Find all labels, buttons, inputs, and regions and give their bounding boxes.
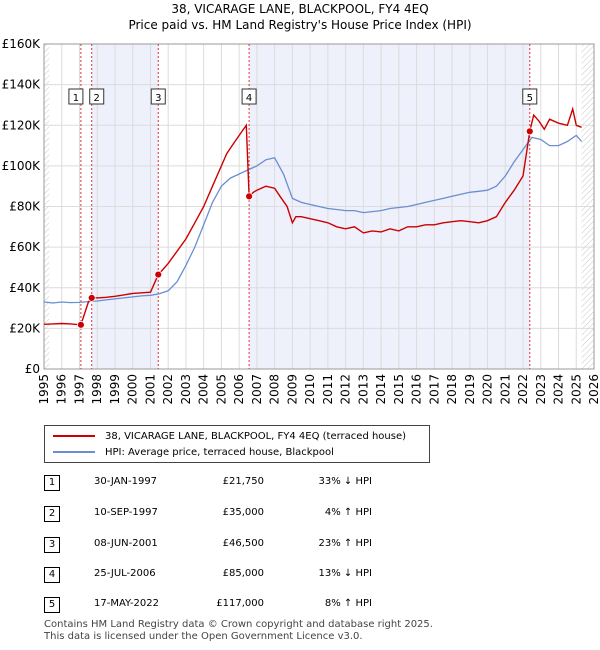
x-tick-label: 1995 xyxy=(37,374,51,405)
sale-label-box xyxy=(68,88,84,105)
x-tick-label: 2020 xyxy=(481,374,495,405)
sale-point xyxy=(77,320,85,329)
sale-point xyxy=(87,294,96,302)
x-tick-label: 2001 xyxy=(143,374,157,405)
x-tick-label: 2005 xyxy=(214,374,228,405)
y-tick-label: £140K xyxy=(2,78,42,92)
y-tick-label: £100K xyxy=(2,159,42,173)
x-tick-label: 2009 xyxy=(285,374,299,405)
y-tick-label: £160K xyxy=(2,37,42,51)
x-tick-label: 2023 xyxy=(534,374,548,405)
x-tick-label: 2008 xyxy=(268,374,282,405)
sale-hpi-delta: 23% ↑ HPI xyxy=(318,538,372,549)
footer-line-2: This data is licensed under the Open Gov… xyxy=(44,631,363,642)
legend-item-property: 38, VICARAGE LANE, BLACKPOOL, FY4 4EQ (t… xyxy=(53,429,406,443)
footer-line-1: Contains HM Land Registry data © Crown c… xyxy=(44,619,433,630)
x-tick-label: 2010 xyxy=(303,374,317,405)
x-tick-label: 1999 xyxy=(108,374,122,405)
sale-price: £117,000 xyxy=(216,598,264,609)
table-row: 5 17-MAY-2022 £117,000 8% ↑ HPI xyxy=(44,596,444,614)
x-tick-label: 2003 xyxy=(179,374,193,405)
y-tick-label: £20K xyxy=(9,321,41,335)
sale-label: 4 xyxy=(246,93,252,104)
table-row: 2 10-SEP-1997 £35,000 4% ↑ HPI xyxy=(44,505,444,523)
x-tick-label: 2025 xyxy=(569,374,583,405)
sale-label: 5 xyxy=(527,93,533,104)
y-tick-label: £60K xyxy=(9,240,41,254)
x-tick-label: 2004 xyxy=(197,374,211,405)
sale-point xyxy=(525,127,534,136)
x-tick-label: 2024 xyxy=(552,374,566,405)
x-tick-label: 2006 xyxy=(232,374,246,405)
sale-label: 2 xyxy=(94,93,100,104)
sale-price: £46,500 xyxy=(222,538,264,549)
table-row: 4 25-JUL-2006 £85,000 13% ↓ HPI xyxy=(44,566,444,584)
x-tick-label: 2012 xyxy=(339,374,353,405)
sale-label-box xyxy=(89,88,105,105)
sale-price: £35,000 xyxy=(222,507,264,518)
sale-point xyxy=(154,270,163,279)
x-tick-label: 2002 xyxy=(161,374,175,405)
y-tick-label: £0 xyxy=(25,362,40,376)
x-tick-label: 2018 xyxy=(445,374,459,405)
sale-label: 1 xyxy=(73,93,79,104)
table-row: 3 08-JUN-2001 £46,500 23% ↑ HPI xyxy=(44,536,444,554)
sale-number-badge: 5 xyxy=(44,597,60,613)
x-tick-label: 2026 xyxy=(587,374,600,405)
x-tick-label: 2017 xyxy=(427,374,441,405)
x-tick-label: 2014 xyxy=(374,374,388,405)
sale-label-box xyxy=(522,88,538,105)
x-tick-label: 2022 xyxy=(516,374,530,405)
chart-title: 38, VICARAGE LANE, BLACKPOOL, FY4 4EQ xyxy=(171,2,429,16)
table-row: 1 30-JAN-1997 £21,750 33% ↓ HPI xyxy=(44,474,444,492)
sale-number-badge: 1 xyxy=(44,475,60,491)
x-tick-label: 2015 xyxy=(392,374,406,405)
y-tick-label: £120K xyxy=(2,118,42,132)
legend-label-hpi: HPI: Average price, terraced house, Blac… xyxy=(105,446,334,458)
chart-subtitle: Price paid vs. HM Land Registry's House … xyxy=(128,18,472,32)
legend-item-hpi: HPI: Average price, terraced house, Blac… xyxy=(53,445,334,459)
sale-number-badge: 2 xyxy=(44,506,60,522)
sale-label-box xyxy=(150,88,166,105)
sale-number-badge: 4 xyxy=(44,567,60,583)
hpi-series-line xyxy=(43,134,583,304)
sale-date: 08-JUN-2001 xyxy=(94,538,158,549)
x-tick-label: 2000 xyxy=(126,374,140,405)
sale-date: 17-MAY-2022 xyxy=(94,598,160,609)
y-tick-label: £40K xyxy=(9,281,41,295)
sale-number-badge: 3 xyxy=(44,537,60,553)
sale-label-box xyxy=(241,88,257,105)
x-tick-label: 2007 xyxy=(250,374,264,405)
sale-hpi-delta: 8% ↑ HPI xyxy=(324,598,372,609)
plot-frame xyxy=(43,43,595,370)
y-tick-label: £80K xyxy=(9,200,41,214)
x-tick-label: 2021 xyxy=(498,374,512,405)
x-tick-label: 1997 xyxy=(72,374,86,405)
x-tick-label: 1996 xyxy=(55,374,69,405)
sale-price: £21,750 xyxy=(222,476,264,487)
price-chart: £0 £20K £40K £60K £80K £100K £120K £140K £160K 19… xyxy=(2,37,600,405)
sale-hpi-delta: 33% ↓ HPI xyxy=(318,476,372,487)
x-tick-label: 2019 xyxy=(463,374,477,405)
x-tick-label: 2011 xyxy=(321,374,335,405)
x-tick-label: 2013 xyxy=(356,374,370,405)
sale-date: 25-JUL-2006 xyxy=(94,568,156,579)
property-price-series-line xyxy=(43,106,582,326)
sale-hpi-delta: 13% ↓ HPI xyxy=(318,568,372,579)
sale-date: 30-JAN-1997 xyxy=(94,476,158,487)
legend-swatch-property xyxy=(53,435,95,437)
footer-note: Contains HM Land Registry data © Crown c… xyxy=(44,619,433,643)
x-tick-label: 2016 xyxy=(410,374,424,405)
legend-label-property: 38, VICARAGE LANE, BLACKPOOL, FY4 4EQ (t… xyxy=(105,430,407,442)
sale-price: £85,000 xyxy=(222,568,264,579)
sale-hpi-delta: 4% ↑ HPI xyxy=(324,507,372,518)
sale-date: 10-SEP-1997 xyxy=(94,507,158,518)
sale-label: 3 xyxy=(155,93,161,104)
legend: 38, VICARAGE LANE, BLACKPOOL, FY4 4EQ (t… xyxy=(44,425,430,463)
legend-swatch-hpi xyxy=(53,451,95,453)
x-tick-label: 1998 xyxy=(90,374,104,405)
sale-point xyxy=(245,192,253,201)
